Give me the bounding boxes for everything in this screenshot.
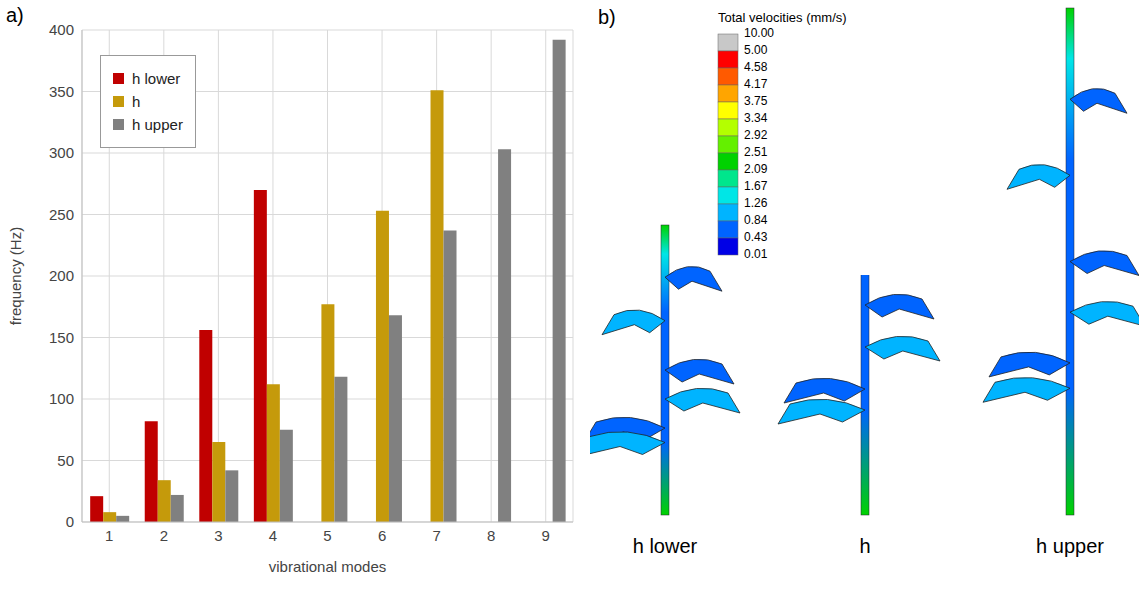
- svg-text:h lower: h lower: [633, 535, 698, 557]
- svg-text:200: 200: [49, 267, 74, 284]
- svg-text:150: 150: [49, 329, 74, 346]
- html-text:h upper: h upper: [132, 116, 183, 133]
- svg-text:5: 5: [323, 527, 331, 544]
- svg-text:1.26: 1.26: [744, 196, 768, 210]
- svg-text:4: 4: [269, 527, 277, 544]
- svg-text:3.34: 3.34: [744, 111, 768, 125]
- svg-text:250: 250: [49, 206, 74, 223]
- svg-text:2: 2: [160, 527, 168, 544]
- svg-text:9: 9: [542, 527, 550, 544]
- html-text:h lower: h lower: [132, 70, 181, 87]
- svg-text:10.00: 10.00: [744, 26, 774, 40]
- svg-text:350: 350: [49, 83, 74, 100]
- svg-text:4.17: 4.17: [744, 77, 768, 91]
- svg-text:frequency (Hz): frequency (Hz): [7, 227, 24, 325]
- svg-text:1.67: 1.67: [744, 179, 768, 193]
- html-text:a): a): [6, 4, 24, 26]
- svg-text:vibrational modes: vibrational modes: [269, 558, 387, 575]
- svg-text:h: h: [859, 535, 870, 557]
- svg-text:7: 7: [432, 527, 440, 544]
- svg-text:2.51: 2.51: [744, 145, 768, 159]
- svg-text:0.43: 0.43: [744, 230, 768, 244]
- svg-text:3.75: 3.75: [744, 94, 768, 108]
- svg-text:h upper: h upper: [1036, 535, 1104, 557]
- svg-text:4.58: 4.58: [744, 60, 768, 74]
- svg-text:5.00: 5.00: [744, 43, 768, 57]
- svg-text:300: 300: [49, 144, 74, 161]
- svg-text:0.84: 0.84: [744, 213, 768, 227]
- svg-text:0.01: 0.01: [744, 247, 768, 261]
- svg-text:400: 400: [49, 21, 74, 38]
- svg-text:50: 50: [57, 452, 74, 469]
- svg-text:2.09: 2.09: [744, 162, 768, 176]
- svg-text:8: 8: [487, 527, 495, 544]
- svg-text:0: 0: [66, 513, 74, 530]
- html-text:h: h: [132, 93, 141, 110]
- svg-text:2.92: 2.92: [744, 128, 768, 142]
- svg-text:Total velocities (mm/s): Total velocities (mm/s): [718, 10, 847, 25]
- svg-text:6: 6: [378, 527, 386, 544]
- svg-text:3: 3: [214, 527, 222, 544]
- svg-text:100: 100: [49, 390, 74, 407]
- svg-text:b): b): [598, 6, 616, 28]
- svg-text:1: 1: [105, 527, 113, 544]
